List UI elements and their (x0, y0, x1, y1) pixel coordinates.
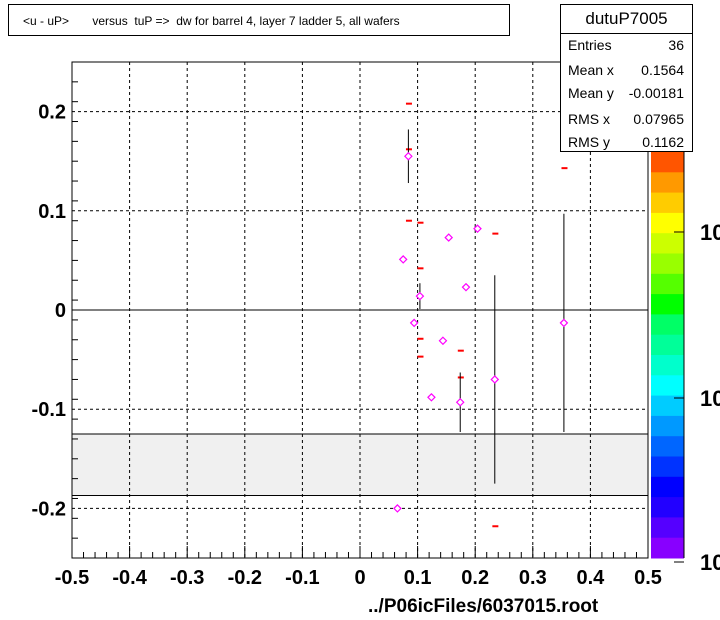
data-point (393, 504, 402, 513)
palette-swatch (651, 355, 684, 376)
stats-label: Entries (568, 37, 612, 53)
palette-swatch (651, 395, 684, 417)
y-tick-label: 0 (55, 300, 66, 322)
x-tick-label: -0.1 (285, 567, 319, 589)
data-point (461, 282, 471, 292)
x-tick-label: 0.3 (519, 567, 547, 589)
stats-title: dutuP7005 (561, 5, 692, 34)
data-point (559, 318, 569, 328)
palette-swatch (651, 334, 684, 356)
palette-label: 10 (700, 386, 720, 411)
palette-swatch (651, 476, 684, 498)
stats-value: 0.1162 (642, 134, 684, 150)
x-tick-label: -0.2 (228, 567, 262, 589)
palette-swatch (651, 294, 684, 315)
palette-swatch (651, 172, 684, 194)
palette-swatch (651, 456, 684, 478)
palette-swatch (651, 375, 684, 397)
stats-row-mean-y: Mean y -0.00181 (561, 83, 692, 105)
y-tick-label: -0.2 (32, 498, 66, 520)
palette-swatch (651, 497, 684, 518)
x-tick-label: -0.4 (112, 567, 147, 589)
x-tick-label: -0.3 (170, 567, 204, 589)
stats-value: -0.00181 (628, 85, 684, 101)
stats-label: Mean y (568, 85, 614, 101)
stats-row-mean-x: Mean x 0.1564 (561, 60, 692, 82)
x-tick-label: 0.2 (461, 567, 489, 589)
palette-swatch (651, 415, 684, 437)
data-point (404, 151, 413, 161)
stats-value: 0.07965 (633, 111, 684, 127)
data-point (409, 318, 419, 328)
stats-label: RMS x (568, 111, 610, 127)
x-tick-label: 0.5 (634, 567, 662, 589)
palette-swatch (651, 233, 684, 254)
data-point (473, 224, 482, 234)
palette-swatch (651, 253, 684, 275)
file-label: ../P06icFiles/6037015.root (368, 596, 599, 617)
stats-value: 0.1564 (641, 62, 684, 78)
y-tick-label: -0.1 (32, 399, 66, 421)
data-point (427, 392, 436, 402)
palette-swatch (651, 273, 684, 295)
palette-swatch (651, 314, 684, 336)
y-tick-label: 0.2 (38, 102, 66, 124)
y-tick-label: 0.1 (38, 201, 66, 223)
data-point (490, 375, 500, 384)
data-point (444, 233, 454, 242)
data-point (415, 291, 425, 301)
palette-swatch (651, 517, 684, 539)
palette-swatch (651, 212, 684, 234)
data-point (398, 255, 408, 264)
palette-swatch (651, 192, 684, 214)
stats-label: Mean x (568, 62, 614, 78)
stats-row-rms-x: RMS x 0.07965 (561, 109, 692, 131)
palette-swatch (651, 436, 684, 457)
x-tick-label: 0.4 (576, 567, 605, 589)
stats-box: dutuP7005 Entries 36 Mean x 0.1564 Mean … (560, 4, 693, 152)
stats-row-rms-y: RMS y 0.1162 (561, 132, 692, 154)
data-point (455, 397, 465, 407)
x-tick-label: -0.5 (55, 567, 89, 589)
data-point (438, 336, 448, 346)
chart-title: <u - uP> versus tuP => dw for barrel 4, … (23, 14, 400, 28)
palette-swatch (651, 152, 684, 173)
stats-value: 36 (668, 37, 684, 53)
x-tick-label: 0.1 (404, 567, 432, 589)
chart-title-box: <u - uP> versus tuP => dw for barrel 4, … (8, 4, 510, 36)
palette-swatch (651, 537, 684, 559)
x-tick-label: 0 (354, 567, 365, 589)
palette-label: 10 (700, 220, 720, 245)
palette-label: 10 (700, 550, 720, 575)
stats-label: RMS y (568, 134, 610, 150)
stats-row-entries: Entries 36 (561, 35, 692, 57)
